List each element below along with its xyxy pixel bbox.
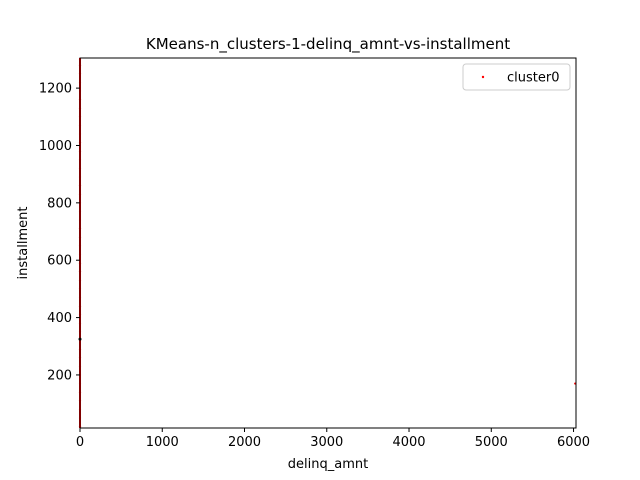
plot-area bbox=[80, 58, 576, 428]
y-axis-label: installment bbox=[16, 207, 31, 280]
y-tick-label: 600 bbox=[47, 254, 72, 269]
y-tick-label: 400 bbox=[47, 311, 72, 326]
y-tick-label: 1000 bbox=[39, 139, 72, 154]
x-tick-label: 1000 bbox=[146, 435, 179, 450]
y-tick-label: 800 bbox=[47, 196, 72, 211]
x-tick-label: 6000 bbox=[557, 435, 590, 450]
x-tick-label: 4000 bbox=[392, 435, 425, 450]
x-axis-label: delinq_amnt bbox=[288, 457, 368, 472]
legend: cluster0 bbox=[462, 63, 571, 91]
legend-label-cluster0: cluster0 bbox=[507, 71, 559, 86]
y-tick-label: 200 bbox=[47, 368, 72, 383]
legend-box bbox=[462, 63, 571, 91]
x-axis-ticks: 0 1000 2000 3000 4000 5000 6000 bbox=[76, 428, 590, 450]
chart-title: KMeans-n_clusters-1-delinq_amnt-vs-insta… bbox=[146, 35, 510, 54]
x-tick-label: 0 bbox=[76, 435, 84, 450]
y-axis-ticks: 200 400 600 800 1000 1200 bbox=[39, 82, 80, 383]
plot-frame bbox=[79, 57, 577, 429]
x-tick-label: 5000 bbox=[475, 435, 508, 450]
x-tick-label: 2000 bbox=[228, 435, 261, 450]
x-tick-label: 3000 bbox=[310, 435, 343, 450]
y-tick-label: 1200 bbox=[39, 82, 72, 97]
legend-marker-cluster0 bbox=[481, 75, 485, 79]
